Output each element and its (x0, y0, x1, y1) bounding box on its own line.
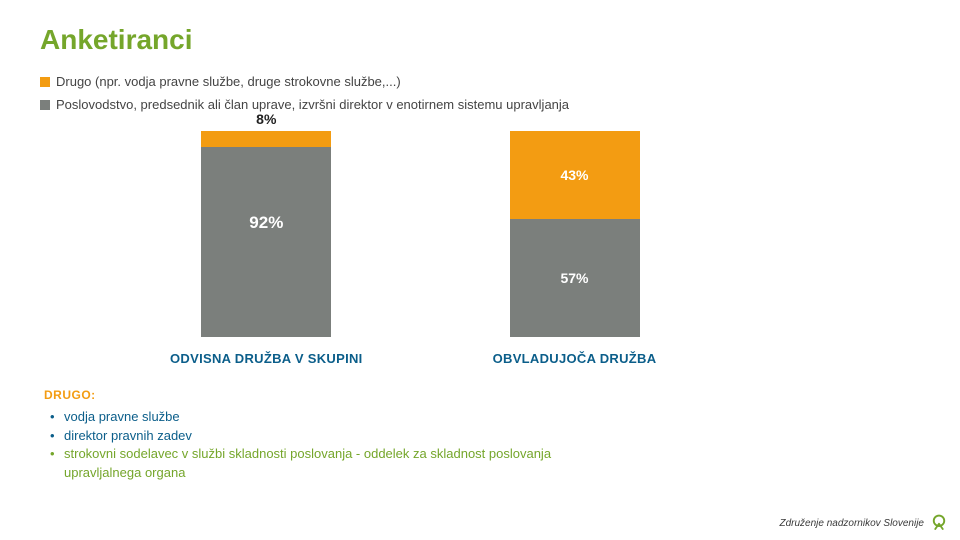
data-label: 57% (510, 270, 640, 286)
legend-label: Drugo (npr. vodja pravne službe, druge s… (56, 70, 401, 93)
legend-item: Drugo (npr. vodja pravne službe, druge s… (40, 70, 920, 93)
legend-swatch-poslovodstvo (40, 100, 50, 110)
data-label: 8% (201, 111, 331, 127)
list-item: strokovni sodelavec v službi skladnosti … (50, 445, 620, 483)
footer: Združenje nadzornikov Slovenije (779, 514, 948, 532)
drugo-list: vodja pravne službe direktor pravnih zad… (44, 408, 920, 483)
chart-area: 8% 92% ODVISNA DRUŽBA V SKUPINI 43% 57% (40, 131, 920, 366)
drugo-details: DRUGO: vodja pravne službe direktor prav… (40, 388, 920, 483)
list-item: direktor pravnih zadev (50, 427, 620, 446)
x-axis-label: OBVLADUJOČA DRUŽBA (493, 351, 657, 366)
bar-segment-drugo: 8% (201, 131, 331, 147)
x-axis-label: ODVISNA DRUŽBA V SKUPINI (170, 351, 363, 366)
legend-item: Poslovodstvo, predsednik ali član uprave… (40, 93, 920, 116)
footer-text: Združenje nadzornikov Slovenije (779, 518, 924, 529)
legend-swatch-drugo (40, 77, 50, 87)
data-label: 92% (201, 213, 331, 233)
chart-column-obvladujoca: 43% 57% OBVLADUJOČA DRUŽBA (493, 131, 657, 366)
chart-column-odvisna: 8% 92% ODVISNA DRUŽBA V SKUPINI (170, 131, 363, 366)
bar-segment-drugo: 43% (510, 131, 640, 220)
drugo-heading: DRUGO: (44, 388, 920, 402)
slide: Anketiranci Drugo (npr. vodja pravne slu… (0, 0, 960, 540)
bar-stack: 43% 57% (510, 131, 640, 337)
bar-obvladujoca: 43% 57% (510, 131, 640, 337)
legend: Drugo (npr. vodja pravne službe, druge s… (40, 70, 920, 117)
data-label: 43% (510, 167, 640, 183)
bar-odvisna: 8% 92% (201, 131, 331, 337)
bar-segment-poslovodstvo: 92% (201, 147, 331, 337)
zns-logo-icon (930, 514, 948, 532)
page-title: Anketiranci (40, 24, 920, 56)
bar-stack: 8% 92% (201, 131, 331, 337)
list-item: vodja pravne službe (50, 408, 620, 427)
bar-segment-poslovodstvo: 57% (510, 219, 640, 336)
